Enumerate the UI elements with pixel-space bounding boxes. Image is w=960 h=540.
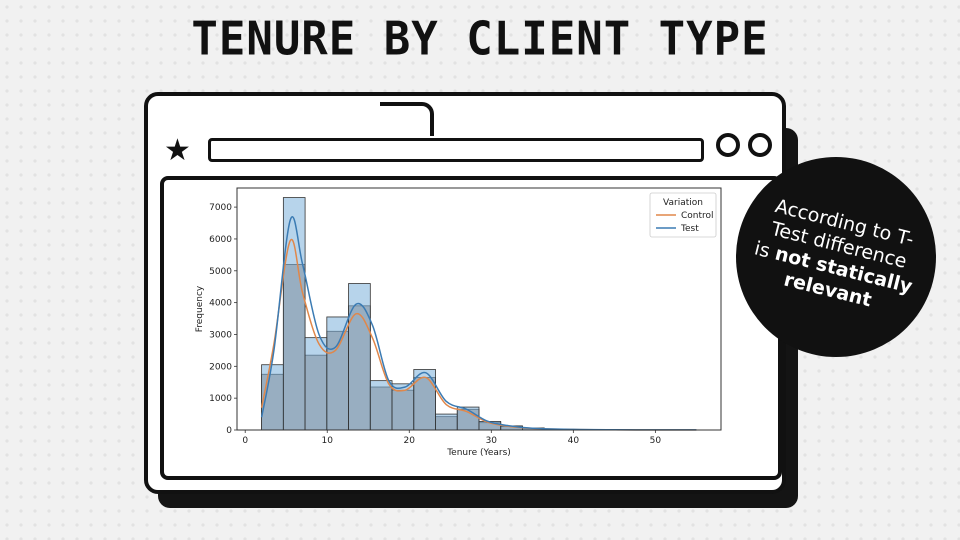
legend-label-test: Test xyxy=(680,224,699,234)
bar-test-5 xyxy=(369,380,393,431)
y-tick-label: 1000 xyxy=(209,394,232,404)
slide-title: TENURE BY CLIENT TYPE xyxy=(191,12,769,67)
legend-title: Variation xyxy=(663,198,703,208)
legend-box xyxy=(649,192,717,238)
y-tick-label: 4000 xyxy=(209,299,232,309)
window-control-circle-icon[interactable] xyxy=(748,133,772,157)
y-tick-label: 6000 xyxy=(209,235,232,245)
y-tick-label: 5000 xyxy=(209,267,232,277)
x-tick-label: 0 xyxy=(242,436,248,446)
y-tick-label: 3000 xyxy=(209,330,232,340)
x-axis-label: Tenure (Years) xyxy=(446,448,511,458)
kde-curve-test xyxy=(260,216,697,431)
x-tick-label: 10 xyxy=(322,436,334,446)
tenure-histogram: 0 10 20 30 40 50 0 1000 2000 3000 4000 5000 6000 700… xyxy=(195,187,722,458)
legend-label-control: Control xyxy=(681,211,714,221)
x-tick-label: 40 xyxy=(568,436,580,446)
bar-test-0 xyxy=(261,364,284,431)
bars-test-layer xyxy=(261,197,697,431)
star-icon[interactable]: ★ xyxy=(164,133,191,168)
address-bar[interactable] xyxy=(208,138,704,162)
bar-test-1 xyxy=(282,197,306,431)
browser-window-tab xyxy=(380,102,434,136)
window-control-circle-icon[interactable] xyxy=(716,133,740,157)
x-tick-label: 20 xyxy=(404,436,416,446)
bar-test-3 xyxy=(326,316,349,431)
y-axis: 0 1000 2000 3000 4000 5000 6000 7000 xyxy=(209,203,237,436)
x-tick-label: 50 xyxy=(650,436,662,446)
y-tick-label: 7000 xyxy=(209,203,232,213)
x-tick-label: 30 xyxy=(486,436,498,446)
y-axis-label: Frequency xyxy=(195,285,205,332)
bar-test-8 xyxy=(435,413,458,431)
y-tick-label: 0 xyxy=(226,426,232,436)
bar-test-2 xyxy=(304,337,328,431)
y-tick-label: 2000 xyxy=(209,362,232,372)
callout-badge: According to T- Test difference is not s… xyxy=(736,157,936,357)
legend: Variation Control Test xyxy=(649,192,717,238)
bar-test-4 xyxy=(348,283,371,431)
kde-curves-layer xyxy=(260,216,697,431)
x-axis: 0 10 20 30 40 50 xyxy=(242,430,661,446)
plot-frame xyxy=(236,187,722,431)
